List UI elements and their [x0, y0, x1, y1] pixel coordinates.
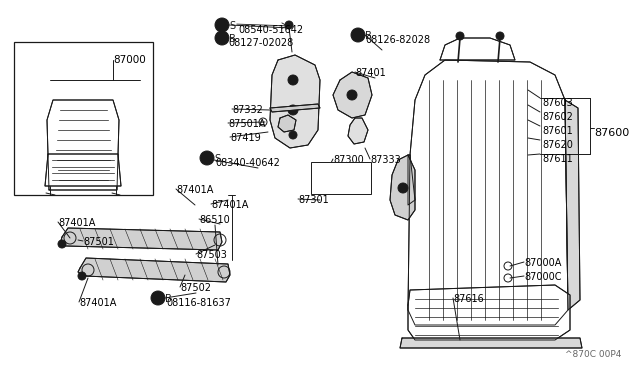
Polygon shape — [408, 60, 568, 325]
Text: 87620: 87620 — [542, 140, 573, 150]
Text: 87501A: 87501A — [228, 119, 266, 129]
Circle shape — [398, 183, 408, 193]
Text: 87401A: 87401A — [176, 185, 213, 195]
Text: 87603: 87603 — [542, 98, 573, 108]
Circle shape — [58, 240, 66, 248]
Circle shape — [285, 21, 293, 29]
Text: 87000C: 87000C — [524, 272, 561, 282]
Text: 87000: 87000 — [113, 55, 146, 65]
Text: 87320: 87320 — [329, 183, 360, 193]
Circle shape — [78, 272, 86, 280]
Bar — [311, 162, 371, 194]
Text: B: B — [165, 294, 172, 304]
Text: S: S — [214, 154, 220, 164]
Text: 87503: 87503 — [196, 250, 227, 260]
Polygon shape — [78, 258, 230, 282]
Text: B: B — [365, 31, 372, 41]
Text: 87616: 87616 — [453, 294, 484, 304]
Circle shape — [496, 32, 504, 40]
Text: 87502: 87502 — [180, 283, 211, 293]
Text: B: B — [219, 33, 225, 42]
Text: B: B — [355, 31, 361, 39]
Text: 87611: 87611 — [542, 154, 573, 164]
Text: 87501: 87501 — [83, 237, 114, 247]
Text: 87000A: 87000A — [524, 258, 561, 268]
Text: 87419: 87419 — [230, 133, 260, 143]
Text: 87401A: 87401A — [58, 218, 95, 228]
Text: 08540-51642: 08540-51642 — [238, 25, 303, 35]
Circle shape — [151, 291, 165, 305]
Text: 87401A: 87401A — [211, 200, 248, 210]
Text: 87401: 87401 — [355, 68, 386, 78]
Text: B: B — [155, 294, 161, 302]
Bar — [14, 42, 153, 195]
Text: ^870C 00P4: ^870C 00P4 — [565, 350, 621, 359]
Text: 08340-40642: 08340-40642 — [215, 158, 280, 168]
Polygon shape — [440, 38, 515, 60]
Text: 87600: 87600 — [594, 128, 629, 138]
Polygon shape — [348, 118, 368, 144]
Polygon shape — [408, 285, 570, 340]
Text: 87401A: 87401A — [79, 298, 116, 308]
Polygon shape — [47, 100, 119, 190]
Circle shape — [347, 90, 357, 100]
Text: 87301: 87301 — [298, 195, 329, 205]
Circle shape — [215, 31, 229, 45]
Circle shape — [289, 131, 297, 139]
Text: 87332: 87332 — [232, 105, 263, 115]
Polygon shape — [565, 100, 580, 310]
Text: S: S — [220, 20, 225, 29]
Polygon shape — [333, 72, 372, 118]
Circle shape — [288, 105, 298, 115]
Text: 86510: 86510 — [199, 215, 230, 225]
Text: 87311: 87311 — [319, 170, 349, 180]
Circle shape — [351, 28, 365, 42]
Polygon shape — [408, 155, 415, 205]
Text: S: S — [204, 154, 210, 163]
Polygon shape — [45, 154, 121, 186]
Polygon shape — [278, 115, 296, 132]
Polygon shape — [270, 55, 320, 148]
Circle shape — [215, 18, 229, 32]
Text: 08126-82028: 08126-82028 — [365, 35, 430, 45]
Polygon shape — [270, 104, 320, 112]
Circle shape — [200, 151, 214, 165]
Polygon shape — [390, 155, 415, 220]
Text: S: S — [229, 21, 235, 31]
Text: 08116-81637: 08116-81637 — [166, 298, 231, 308]
Text: B: B — [229, 34, 236, 44]
Circle shape — [288, 75, 298, 85]
Polygon shape — [60, 228, 222, 250]
Text: 87300: 87300 — [333, 155, 364, 165]
Polygon shape — [400, 338, 582, 348]
Circle shape — [456, 32, 464, 40]
Text: 87602: 87602 — [542, 112, 573, 122]
Text: 08127-02028: 08127-02028 — [228, 38, 293, 48]
Text: 87333: 87333 — [370, 155, 401, 165]
Text: 87601: 87601 — [542, 126, 573, 136]
